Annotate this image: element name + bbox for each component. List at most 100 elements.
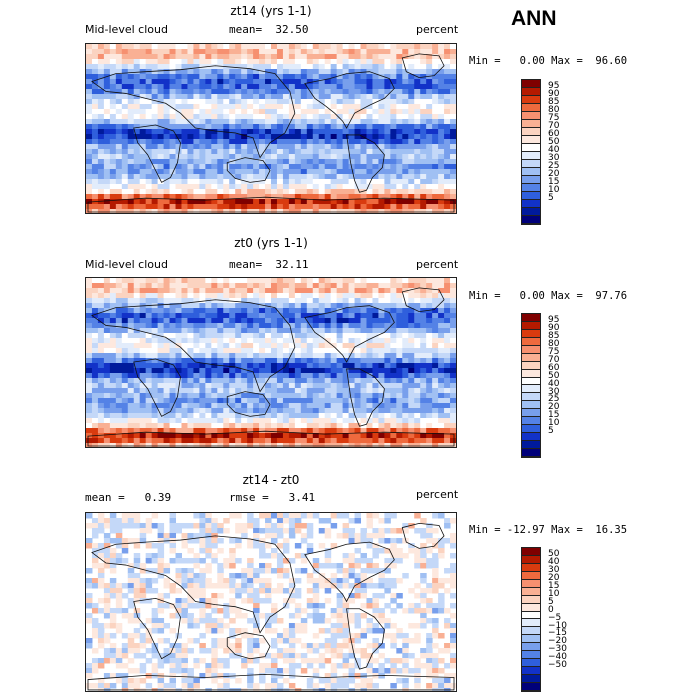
- panel-1-minmax: Min = 0.00 Max = 96.60: [469, 55, 628, 67]
- panel-3-title: zt14 - zt0: [242, 473, 300, 487]
- panel-3-units-label: percent: [416, 488, 459, 501]
- colorbar-swatch: [522, 144, 540, 152]
- colorbar-swatch: [522, 409, 540, 418]
- colorbar-tick-label: 50: [548, 549, 560, 559]
- colorbar-tick-label: 30: [548, 564, 560, 575]
- colorbar-tick-label: 15: [548, 580, 560, 591]
- colorbar-swatch: [522, 401, 540, 410]
- colorbar-swatch: [522, 80, 540, 88]
- main-title: ANN: [511, 7, 557, 30]
- colorbar-swatch: [522, 555, 540, 564]
- colorbar-tick-label: 50: [548, 370, 560, 381]
- colorbar-tick-label: 15: [548, 177, 560, 187]
- panel-2-title: zt0 (yrs 1-1): [234, 236, 308, 250]
- colorbar-swatch: [522, 321, 540, 330]
- colorbar-tick-label: 15: [548, 410, 560, 421]
- colorbar-swatch: [522, 611, 540, 620]
- colorbar-tick-label: −40: [548, 652, 567, 663]
- colorbar-swatch: [522, 548, 540, 556]
- colorbar-tick-label: 10: [548, 185, 560, 195]
- colorbar-tick-label: −5: [548, 612, 562, 623]
- colorbar-tick-label: 10: [548, 588, 560, 599]
- panel-1-units-label: percent: [416, 23, 459, 36]
- colorbar-tick-label: 60: [548, 362, 560, 373]
- colorbar-tick-label: 0: [548, 604, 554, 615]
- colorbar-swatch: [522, 136, 540, 144]
- colorbar-swatch: [522, 176, 540, 184]
- colorbar-swatch: [522, 377, 540, 386]
- colorbar-tick-label: 50: [548, 137, 560, 147]
- colorbar-swatch: [522, 361, 540, 370]
- colorbar-swatch: [522, 385, 540, 394]
- colorbar-swatch: [522, 96, 540, 104]
- colorbar-swatch: [522, 208, 540, 216]
- panel-1-mean-label: mean= 32.50: [229, 23, 309, 36]
- panel-1-variable-label: Mid-level cloud: [85, 23, 168, 36]
- colorbar-swatch: [522, 563, 540, 572]
- colorbar-tick-label: 85: [548, 330, 560, 341]
- colorbar-swatch: [522, 651, 540, 660]
- colorbar-tick-label: 5: [548, 426, 554, 437]
- colorbar-swatch: [522, 587, 540, 596]
- colorbar-swatch: [522, 433, 540, 441]
- colorbar-swatch: [522, 571, 540, 580]
- colorbar-tick-label: 20: [548, 572, 560, 583]
- colorbar-tick-label: 85: [548, 97, 560, 107]
- colorbar-tick-label: 90: [548, 89, 560, 99]
- panel-2-colorbar: [521, 313, 541, 458]
- colorbar-swatch: [522, 425, 540, 434]
- colorbar-tick-label: 25: [548, 394, 560, 405]
- colorbar-swatch: [522, 369, 540, 378]
- colorbar-tick-label: 70: [548, 354, 560, 365]
- colorbar-swatch: [522, 216, 540, 224]
- colorbar-swatch: [522, 603, 540, 612]
- colorbar-swatch: [522, 160, 540, 168]
- panel-3-rmse-label: rmse = 3.41: [229, 491, 316, 504]
- colorbar-swatch: [522, 152, 540, 160]
- panel-1-map: [85, 43, 457, 214]
- panel-1-colorbar: [521, 79, 541, 225]
- panel-2-variable-label: Mid-level cloud: [85, 258, 168, 271]
- colorbar-swatch: [522, 682, 540, 691]
- colorbar-swatch: [522, 314, 540, 322]
- colorbar-swatch: [522, 619, 540, 628]
- panel-3-mean-label: mean = 0.39: [85, 491, 172, 504]
- colorbar-swatch: [522, 635, 540, 644]
- colorbar-swatch: [522, 579, 540, 588]
- colorbar-tick-label: 20: [548, 402, 560, 413]
- colorbar-tick-label: −30: [548, 644, 567, 655]
- colorbar-swatch: [522, 329, 540, 338]
- colorbar-tick-label: 90: [548, 322, 560, 333]
- colorbar-tick-label: 30: [548, 153, 560, 163]
- colorbar-swatch: [522, 448, 540, 457]
- panel-2-units-label: percent: [416, 258, 459, 271]
- colorbar-swatch: [522, 659, 540, 668]
- colorbar-swatch: [522, 417, 540, 426]
- panel-2-minmax: Min = 0.00 Max = 97.76: [469, 290, 628, 302]
- colorbar-swatch: [522, 104, 540, 112]
- colorbar-tick-label: 60: [548, 129, 560, 139]
- colorbar-tick-label: 5: [548, 596, 554, 607]
- colorbar-tick-label: 30: [548, 386, 560, 397]
- colorbar-swatch: [522, 675, 540, 683]
- colorbar-swatch: [522, 643, 540, 652]
- colorbar-swatch: [522, 441, 540, 449]
- colorbar-tick-label: 40: [548, 378, 560, 389]
- colorbar-tick-label: −10: [548, 620, 567, 631]
- colorbar-tick-label: 80: [548, 338, 560, 349]
- colorbar-tick-label: 75: [548, 346, 560, 357]
- colorbar-tick-label: 95: [548, 315, 560, 325]
- colorbar-swatch: [522, 345, 540, 354]
- colorbar-swatch: [522, 192, 540, 200]
- colorbar-swatch: [522, 627, 540, 636]
- colorbar-swatch: [522, 667, 540, 675]
- colorbar-swatch: [522, 128, 540, 136]
- colorbar-swatch: [522, 168, 540, 176]
- panel-1-title: zt14 (yrs 1-1): [230, 4, 312, 18]
- colorbar-tick-label: 20: [548, 169, 560, 179]
- colorbar-swatch: [522, 353, 540, 362]
- colorbar-swatch: [522, 88, 540, 96]
- colorbar-swatch: [522, 200, 540, 208]
- colorbar-swatch: [522, 184, 540, 192]
- panel-3-minmax: Min = -12.97 Max = 16.35: [469, 524, 628, 536]
